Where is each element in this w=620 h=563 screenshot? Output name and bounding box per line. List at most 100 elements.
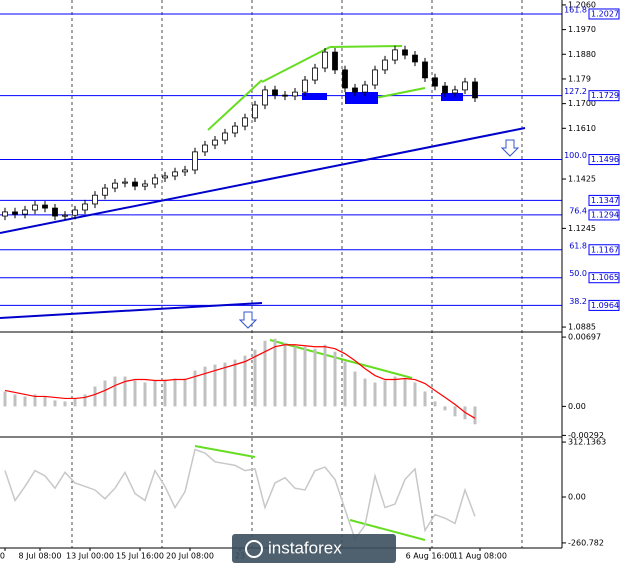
down-arrow — [500, 139, 520, 157]
macd-bar — [423, 391, 427, 407]
candle-body — [222, 132, 228, 141]
x-tick-label: 11 Aug 08:00 — [453, 552, 507, 561]
macd-bar — [383, 380, 387, 407]
candle-body — [302, 79, 308, 93]
level-label: 1.1729 — [591, 91, 619, 100]
macd-bar — [283, 342, 287, 407]
level-label: 1.2027 — [591, 9, 619, 18]
divergence-line — [194, 445, 256, 458]
y-tick-label: 1.1425 — [568, 175, 596, 184]
candle-body — [462, 81, 468, 91]
candle-body — [382, 59, 388, 71]
macd-bar — [313, 348, 317, 407]
candle-body — [102, 187, 108, 196]
watermark-logo — [245, 540, 263, 558]
y-tick-label: -0.00292 — [568, 431, 604, 440]
candle-body — [142, 183, 148, 187]
candle-body — [262, 89, 268, 106]
macd-bar — [263, 340, 267, 407]
divergence-line — [269, 339, 413, 379]
macd-bar — [123, 376, 127, 407]
macd-bar — [293, 346, 297, 407]
candle-body — [192, 151, 198, 171]
candle-body — [42, 204, 48, 209]
macd-bar — [433, 401, 437, 407]
candle-body — [162, 175, 168, 179]
y-tick-label: 312.1363 — [568, 438, 606, 447]
candle-body — [152, 177, 158, 185]
x-tick-label: 6 Aug 16:00 — [406, 552, 455, 561]
zone-marker — [302, 93, 327, 100]
x-tick-label: 00 — [0, 552, 5, 561]
candle-body — [182, 169, 188, 173]
candle-body — [412, 54, 418, 63]
candle-body — [432, 77, 438, 87]
candle-body — [62, 214, 68, 217]
macd-bar — [453, 406, 457, 417]
trend-line — [0, 302, 263, 319]
candle-body — [132, 181, 138, 187]
level-label: 1.1496 — [591, 155, 619, 164]
x-tick-label: 8 Jul 08:00 — [19, 552, 62, 561]
level-label: 1.1294 — [591, 210, 619, 219]
level-label-box — [588, 244, 620, 256]
level-label-box — [588, 194, 620, 206]
candle-body — [322, 51, 328, 69]
candle-body — [442, 85, 448, 94]
candle-body — [392, 49, 398, 61]
candle-body — [332, 51, 338, 71]
macd-bar — [73, 398, 77, 407]
candle-body — [122, 181, 128, 184]
macd-bar — [253, 349, 257, 407]
candle-body — [212, 139, 218, 146]
macd-bar — [223, 362, 227, 407]
macd-bar — [63, 401, 67, 407]
x-tick-label: 13 Jul 00:00 — [66, 552, 114, 561]
y-tick-label: 1.1610 — [568, 124, 596, 133]
macd-bar — [393, 376, 397, 407]
macd-bar — [373, 382, 377, 407]
annotations — [0, 45, 526, 541]
candle-body — [22, 209, 28, 215]
down-arrow — [238, 311, 258, 329]
candle-body — [242, 117, 248, 127]
divergence-line — [349, 519, 426, 541]
candle-body — [92, 194, 98, 205]
candle-body — [112, 182, 118, 189]
level-label: 1.1167 — [591, 245, 619, 254]
zone-marker — [441, 93, 463, 101]
fib-label: 161.8 — [564, 5, 587, 14]
macd-bar — [243, 355, 247, 407]
macd-bar — [3, 391, 7, 407]
macd-bar — [43, 396, 47, 407]
zone-marker — [345, 92, 378, 104]
y-tick-label: 0.00697 — [568, 333, 601, 342]
fib-label: 61.8 — [569, 241, 587, 250]
macd-bar — [143, 382, 147, 407]
macd-bar — [113, 376, 117, 407]
level-label-box — [588, 299, 620, 311]
divergence-line — [261, 46, 331, 83]
macd-bar — [473, 406, 477, 425]
candle-body — [422, 61, 428, 79]
level-label-box — [588, 154, 620, 166]
candle-body — [82, 203, 88, 211]
macd-bar — [163, 379, 167, 407]
candle-body — [282, 94, 288, 97]
candle-body — [402, 49, 408, 56]
candle-body — [292, 91, 298, 97]
y-tick-label: -260.782 — [568, 538, 604, 547]
watermark-text: instaforex — [268, 538, 342, 557]
macd-bar — [83, 394, 87, 407]
candle-body — [342, 69, 348, 89]
level-label-box — [588, 209, 620, 221]
x-tick-label: 15 Jul 16:00 — [116, 552, 164, 561]
candle-body — [272, 89, 278, 96]
candle-body — [202, 144, 208, 153]
fib-label: 100.0 — [564, 151, 587, 160]
y-tick-label: 1.179 — [568, 74, 591, 83]
macd-bar — [33, 394, 37, 407]
macd-bar — [303, 346, 307, 407]
